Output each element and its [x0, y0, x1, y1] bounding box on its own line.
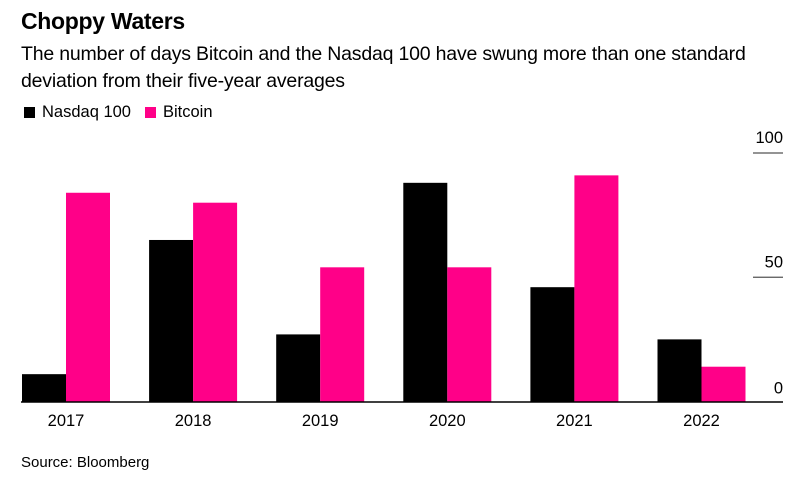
legend-label-bitcoin: Bitcoin: [163, 103, 213, 121]
chart-title: Choppy Waters: [21, 8, 185, 34]
bar-nasdaq-100-2020: [403, 182, 448, 402]
x-tick-label: 2022: [683, 412, 720, 430]
bar-bitcoin-2018: [193, 202, 238, 402]
chart-subtitle: The number of days Bitcoin and the Nasda…: [21, 43, 746, 92]
bar-bitcoin-2017: [66, 192, 110, 402]
bar-nasdaq-100-2018: [149, 239, 194, 402]
bar-bitcoin-2020: [447, 267, 492, 402]
x-tick-label: 2018: [175, 412, 212, 430]
y-tick-label: 100: [755, 129, 783, 147]
bar-bitcoin-2021: [574, 175, 619, 402]
bar-nasdaq-100-2019: [276, 334, 321, 402]
y-tick-label: 50: [765, 253, 783, 271]
legend-item-nasdaq: Nasdaq 100: [24, 103, 131, 122]
legend-label-nasdaq: Nasdaq 100: [42, 103, 131, 121]
y-axis: 0 50 100: [753, 129, 783, 398]
x-tick-label: 2021: [556, 412, 593, 430]
legend-item-bitcoin: Bitcoin: [145, 103, 213, 122]
x-tick-label: 2017: [48, 412, 85, 430]
legend-swatch-nasdaq: [24, 107, 35, 118]
bar-nasdaq-100-2022: [657, 339, 702, 402]
x-axis-labels: 2017 2018 2019 2020 2021 2022: [48, 412, 720, 430]
x-tick-label: 2020: [429, 412, 466, 430]
bars: [22, 175, 746, 402]
source-note: Source: Bloomberg: [21, 454, 150, 471]
bar-nasdaq-100-2017: [22, 374, 66, 402]
legend-swatch-bitcoin: [145, 107, 156, 118]
y-tick-label: 0: [774, 380, 783, 398]
bar-bitcoin-2022: [701, 366, 746, 402]
x-tick-label: 2019: [302, 412, 339, 430]
legend: Nasdaq 100 Bitcoin: [24, 103, 227, 122]
bar-nasdaq-100-2021: [530, 287, 575, 402]
bar-bitcoin-2019: [320, 267, 365, 402]
